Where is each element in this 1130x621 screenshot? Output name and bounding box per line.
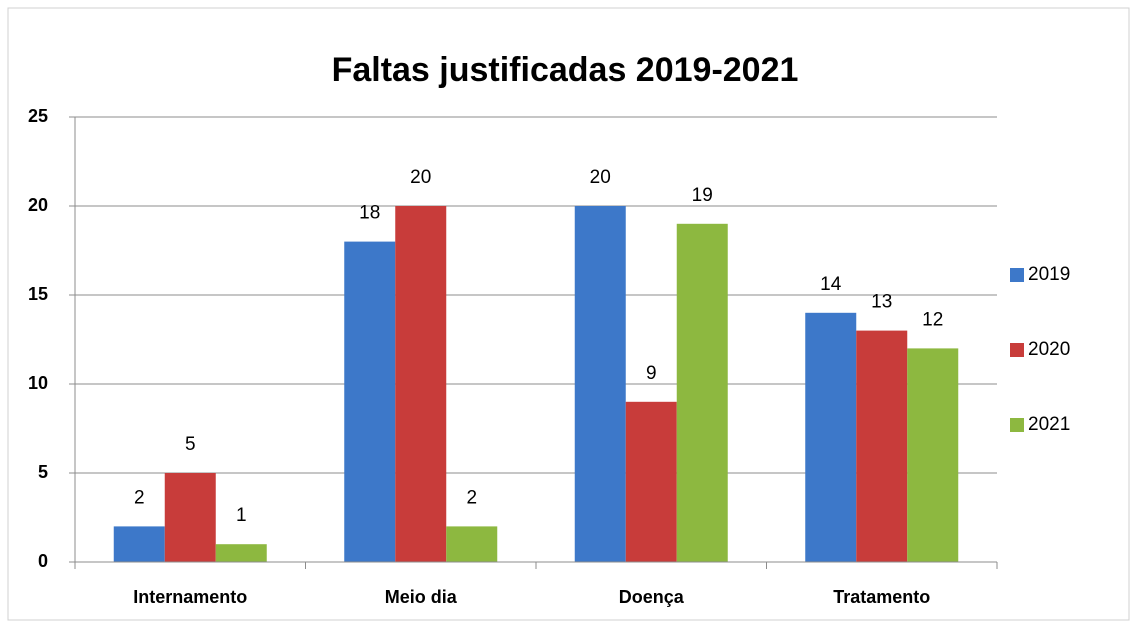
bar	[113, 526, 165, 562]
bar	[446, 526, 498, 562]
data-label: 9	[646, 363, 657, 384]
y-tick-label: 5	[38, 462, 48, 482]
bar	[625, 401, 677, 562]
data-label: 12	[922, 309, 943, 330]
data-label: 19	[692, 185, 713, 206]
bar	[344, 241, 396, 562]
chart-title: Faltas justificadas 2019-2021	[332, 51, 799, 89]
bar	[676, 223, 728, 563]
data-label: 14	[820, 274, 842, 295]
data-label: 2	[466, 487, 477, 508]
legend-swatch	[1010, 268, 1024, 282]
legend-label: 2019	[1028, 264, 1070, 285]
legend-label: 2021	[1028, 414, 1070, 435]
x-tick-label: Meio dia	[385, 587, 458, 607]
legend-swatch	[1010, 418, 1024, 432]
x-tick-label: Doença	[619, 587, 685, 607]
y-tick-label: 10	[28, 373, 48, 393]
data-label: 20	[590, 167, 611, 188]
bar	[395, 206, 447, 562]
data-label: 13	[871, 292, 892, 313]
y-tick-label: 25	[28, 106, 48, 126]
bar	[164, 473, 216, 562]
bar	[805, 312, 857, 562]
legend-label: 2020	[1028, 339, 1070, 360]
bar	[907, 348, 959, 562]
y-tick-label: 0	[38, 551, 48, 571]
legend-swatch	[1010, 343, 1024, 357]
x-tick-label: Tratamento	[833, 587, 930, 607]
y-tick-label: 20	[28, 195, 48, 215]
data-label: 5	[185, 434, 196, 455]
data-label: 18	[359, 203, 380, 224]
bar	[856, 330, 908, 562]
data-label: 20	[410, 167, 431, 188]
data-label: 2	[134, 487, 145, 508]
x-tick-label: Internamento	[133, 587, 247, 607]
data-label: 1	[236, 505, 247, 526]
bar	[215, 544, 267, 562]
y-tick-label: 15	[28, 284, 48, 304]
bar	[574, 206, 626, 562]
